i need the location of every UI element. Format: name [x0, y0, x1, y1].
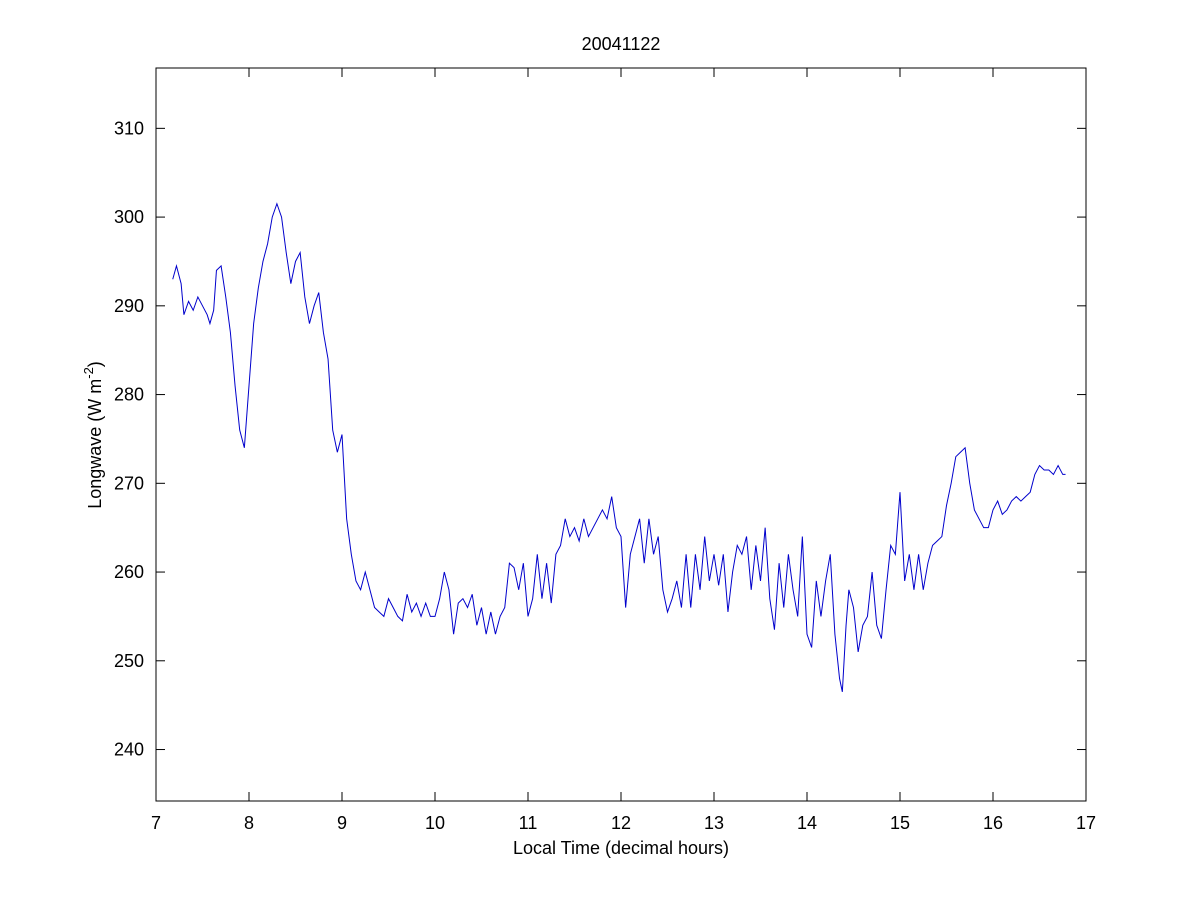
x-tick-label: 13 — [704, 813, 724, 833]
x-tick-label: 11 — [519, 813, 538, 833]
y-tick-label: 240 — [114, 740, 144, 760]
y-axis-label-superscript: -2 — [81, 367, 96, 379]
y-tick-label: 250 — [114, 651, 144, 671]
y-tick-label: 270 — [114, 473, 144, 493]
x-tick-label: 14 — [797, 813, 817, 833]
x-tick-label: 10 — [425, 813, 445, 833]
data-line — [172, 202, 1066, 692]
x-tick-label: 12 — [611, 813, 631, 833]
chart-title: 20041122 — [582, 34, 661, 54]
x-tick-label: 7 — [151, 813, 161, 833]
y-axis-label-close: ) — [85, 361, 105, 367]
y-tick-label: 280 — [114, 385, 144, 405]
y-axis-label: Longwave (W m-2) — [81, 361, 105, 509]
plot-frame — [155, 67, 1087, 802]
y-axis-label-text: Longwave (W m — [85, 379, 105, 509]
y-tick-label: 290 — [114, 296, 144, 316]
x-tick-label: 16 — [983, 813, 1003, 833]
y-tick-label: 310 — [114, 118, 144, 138]
x-tick-label: 15 — [890, 813, 910, 833]
x-tick-label: 8 — [244, 813, 254, 833]
x-tick-label: 17 — [1076, 813, 1096, 833]
x-tick-label: 9 — [337, 813, 347, 833]
x-axis-label: Local Time (decimal hours) — [513, 838, 729, 858]
y-tick-label: 300 — [114, 207, 144, 227]
y-tick-label: 260 — [114, 562, 144, 582]
